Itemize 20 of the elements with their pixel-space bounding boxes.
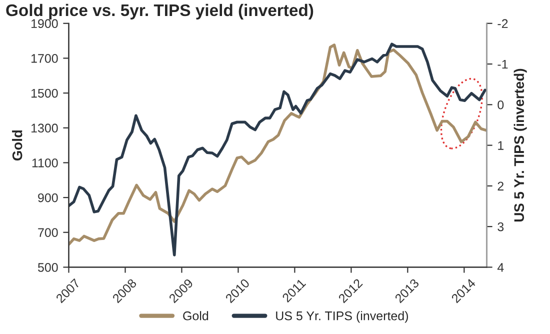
y-tick-label: 1100 bbox=[32, 158, 58, 168]
y-tick-label: 700 bbox=[38, 228, 58, 238]
y-tick-label: 1900 bbox=[31, 19, 58, 28]
y-tick-label: 1500 bbox=[31, 88, 58, 98]
y2-tick-label: 2 bbox=[498, 182, 504, 190]
y2-tick-label: 3 bbox=[498, 222, 504, 232]
y2-axis-title: US 5 Yr. TIPS (inverted) bbox=[514, 68, 527, 222]
y-tick-label: 500 bbox=[38, 263, 58, 272]
y2-tick-label: 4 bbox=[497, 263, 504, 272]
y-tick-label: 1300 bbox=[31, 124, 58, 133]
y-axis-title: Gold bbox=[12, 130, 22, 161]
y2-tick-label: -1 bbox=[498, 60, 508, 69]
y-tick-label: 900 bbox=[38, 193, 58, 202]
y2-tick-label: 1 bbox=[498, 141, 504, 150]
legend-label: Gold bbox=[183, 311, 208, 320]
y2-tick-label: -2 bbox=[498, 19, 508, 28]
y2-tick-label: 0 bbox=[498, 100, 504, 110]
chart-title: Gold price vs. 5yr. TIPS yield (inverted) bbox=[6, 4, 314, 20]
legend-label: US 5 Yr. TIPS (inverted) bbox=[276, 311, 408, 323]
y-tick-label: 1700 bbox=[31, 54, 58, 63]
